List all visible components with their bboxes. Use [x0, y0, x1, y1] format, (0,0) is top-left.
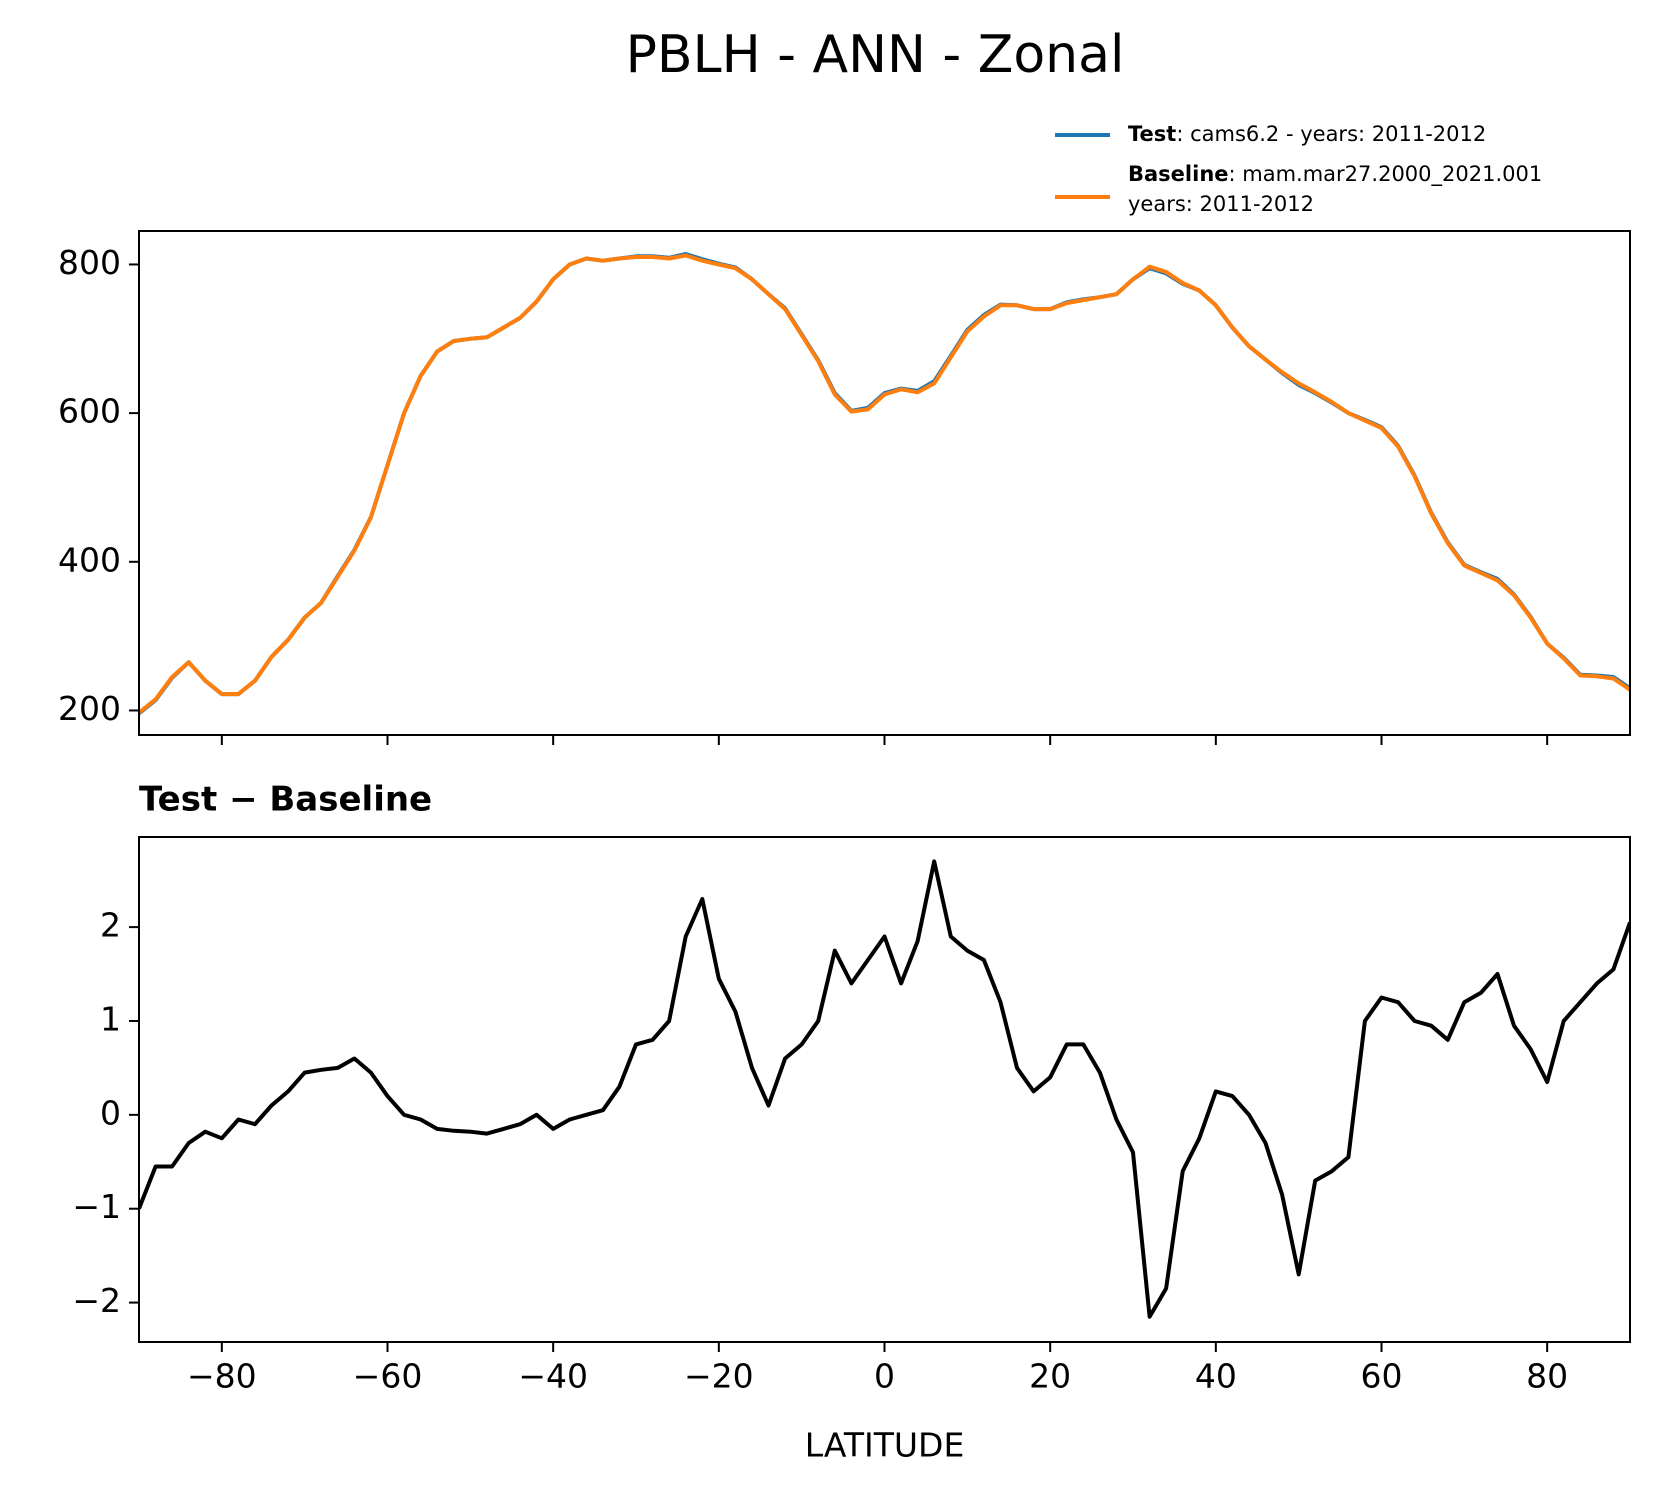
y-tick-label: −2: [72, 1281, 121, 1320]
y-tick-label: 1: [100, 999, 121, 1038]
y-tick-label: 600: [58, 392, 121, 431]
axes-frame: [138, 230, 1631, 736]
axes-frame: [138, 836, 1631, 1343]
data-line: [139, 253, 1630, 715]
x-tick-label: −40: [518, 1357, 588, 1396]
legend-name: Test: [1128, 122, 1176, 146]
legend-label: Test: cams6.2 - years: 2011-2012: [1128, 122, 1486, 146]
legend-label-line: years: 2011-2012: [1128, 192, 1314, 216]
plot-lines: [139, 252, 1630, 715]
y-tick-label: 0: [100, 1093, 121, 1132]
x-axis-label: LATITUDE: [805, 1426, 965, 1465]
y-tick-label: 200: [58, 689, 121, 728]
y-tick-label: 800: [58, 243, 121, 282]
legend-name: Baseline: [1128, 162, 1229, 186]
x-tick-label: −60: [353, 1357, 423, 1396]
plot-lines: [139, 859, 1630, 1319]
x-tick-label: −20: [684, 1357, 754, 1396]
y-tick-label: 400: [58, 540, 121, 579]
legend-label: Baseline: mam.mar27.2000_2021.001: [1128, 162, 1542, 187]
x-tick-label: 20: [1029, 1357, 1071, 1396]
x-tick-label: 0: [874, 1357, 895, 1396]
y-tick-label: 2: [100, 906, 121, 945]
x-tick-label: 80: [1526, 1357, 1568, 1396]
x-tick-label: 40: [1195, 1357, 1237, 1396]
x-tick-label: 60: [1361, 1357, 1403, 1396]
legend-text: : cams6.2 - years: 2011-2012: [1176, 122, 1486, 146]
y-tick-label: −1: [72, 1187, 121, 1226]
legend-text: : mam.mar27.2000_2021.001: [1229, 162, 1543, 187]
figure-title: PBLH - ANN - Zonal: [626, 25, 1125, 85]
data-line: [139, 859, 1630, 1319]
x-tick-label: −80: [187, 1357, 257, 1396]
subplot-title: Test − Baseline: [139, 780, 432, 820]
